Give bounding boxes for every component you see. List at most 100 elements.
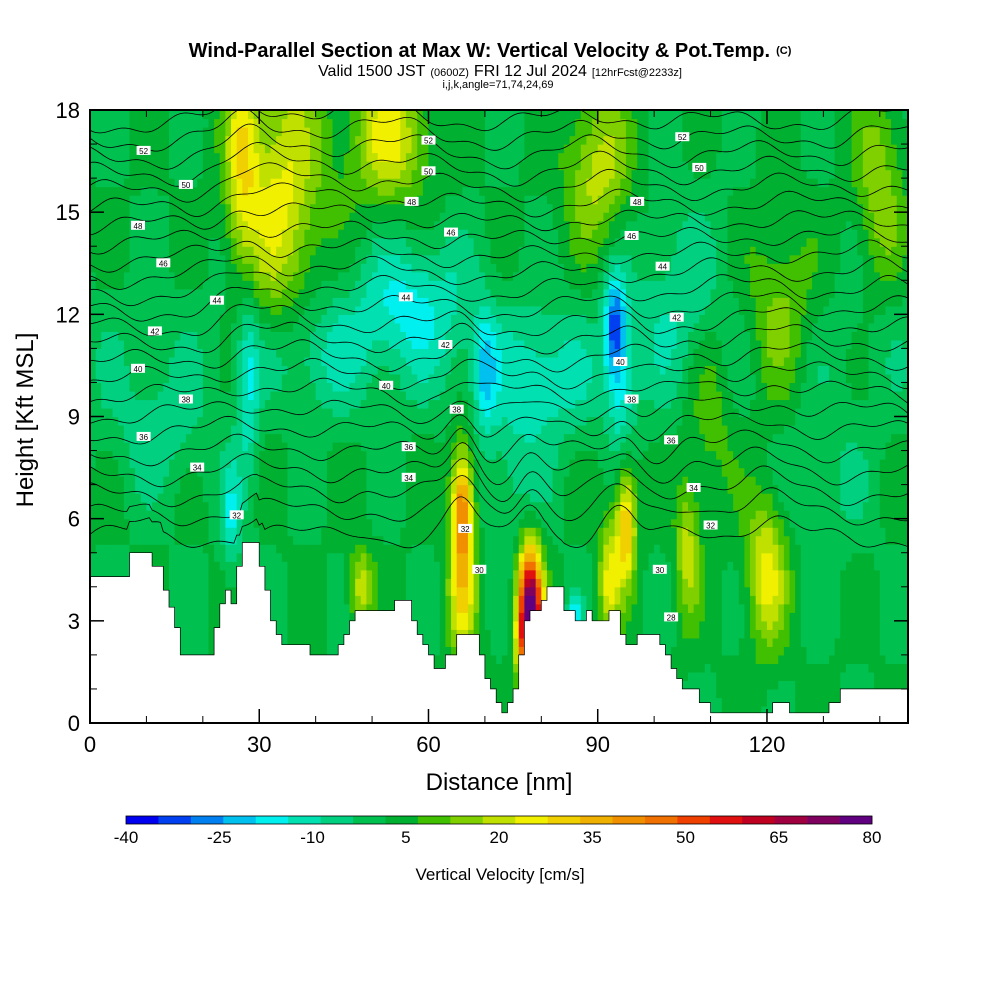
heatmap-cell: [95, 416, 102, 426]
heatmap-cell: [202, 399, 210, 409]
heatmap-cell: [332, 425, 339, 435]
heatmap-cell: [366, 297, 373, 307]
heatmap-cell: [434, 663, 441, 673]
heatmap-cell: [231, 348, 238, 358]
heatmap-cell: [202, 390, 210, 401]
heatmap-cell: [405, 586, 413, 596]
heatmap-cell: [349, 425, 356, 435]
heatmap-cell: [405, 373, 413, 384]
heatmap-cell: [281, 322, 289, 332]
heatmap-cell: [372, 399, 379, 409]
heatmap-cell: [366, 407, 373, 418]
heatmap-cell: [451, 510, 458, 520]
heatmap-cell: [388, 373, 396, 384]
heatmap-cell: [259, 195, 266, 205]
heatmap-cell: [197, 135, 204, 145]
heatmap-cell: [372, 459, 379, 469]
heatmap-cell: [383, 578, 390, 588]
heatmap-cell: [304, 399, 311, 409]
heatmap-cell: [400, 586, 407, 596]
heatmap-cell: [146, 527, 153, 537]
heatmap-cell: [163, 442, 170, 452]
heatmap-cell: [411, 501, 418, 511]
heatmap-cell: [231, 459, 238, 469]
heatmap-cell: [135, 127, 142, 137]
heatmap-cell: [332, 195, 339, 205]
heatmap-cell: [400, 578, 407, 588]
heatmap-cell: [219, 169, 226, 179]
heatmap-cell: [405, 501, 413, 511]
heatmap-cell: [281, 459, 289, 469]
heatmap-cell: [191, 331, 198, 341]
heatmap-cell: [315, 586, 322, 596]
heatmap-cell: [168, 518, 176, 528]
heatmap-cell: [462, 518, 469, 528]
heatmap-cell: [456, 144, 463, 154]
heatmap-cell: [417, 161, 424, 171]
heatmap-cell: [388, 527, 396, 537]
heatmap-cell: [439, 254, 447, 264]
heatmap-cell: [231, 297, 238, 307]
heatmap-cell: [214, 518, 221, 528]
heatmap-cell: [417, 416, 424, 426]
heatmap-cell: [185, 135, 193, 145]
heatmap-cell: [270, 399, 277, 409]
heatmap-cell: [293, 339, 300, 349]
heatmap-cell: [400, 127, 407, 137]
heatmap-cell: [434, 637, 441, 647]
heatmap-cell: [411, 305, 418, 315]
heatmap-cell: [473, 535, 480, 545]
heatmap-cell: [225, 178, 232, 188]
heatmap-cell: [225, 535, 232, 545]
heatmap-cell: [360, 476, 368, 486]
heatmap-cell: [264, 305, 272, 315]
heatmap-cell: [174, 510, 181, 520]
heatmap-cell: [123, 220, 131, 230]
heatmap-cell: [112, 518, 119, 528]
heatmap-cell: [400, 339, 407, 349]
heatmap-cell: [202, 612, 210, 622]
heatmap-cell: [276, 510, 283, 520]
heatmap-cell: [287, 399, 294, 409]
heatmap-cell: [439, 144, 447, 154]
heatmap-cell: [112, 169, 119, 179]
heatmap-cell: [202, 314, 210, 324]
heatmap-cell: [434, 442, 441, 452]
heatmap-cell: [236, 365, 243, 375]
heatmap-cell: [298, 442, 305, 452]
heatmap-cell: [208, 127, 215, 137]
heatmap-cell: [310, 195, 317, 205]
heatmap-cell: [428, 493, 435, 503]
heatmap-cell: [298, 280, 305, 290]
heatmap-cell: [428, 288, 435, 298]
heatmap-cell: [197, 186, 204, 196]
heatmap-cell: [231, 484, 238, 494]
heatmap-cell: [242, 322, 249, 332]
heatmap-cell: [101, 110, 108, 120]
heatmap-cell: [343, 339, 351, 349]
heatmap-cell: [231, 442, 238, 452]
heatmap-cell: [372, 169, 379, 179]
heatmap-cell: [293, 450, 300, 460]
heatmap-cell: [264, 561, 272, 571]
heatmap-cell: [405, 178, 413, 188]
heatmap-cell: [332, 212, 339, 222]
heatmap-cell: [473, 518, 480, 528]
heatmap-cell: [326, 348, 334, 358]
heatmap-cell: [315, 544, 322, 554]
heatmap-cell: [411, 586, 418, 596]
heatmap-cell: [338, 467, 345, 477]
heatmap-cell: [112, 476, 119, 486]
heatmap-cell: [394, 399, 401, 409]
heatmap-cell: [304, 450, 311, 460]
heatmap-cell: [202, 646, 210, 656]
heatmap-cell: [112, 407, 119, 418]
heatmap-cell: [310, 254, 317, 264]
heatmap-cell: [174, 314, 181, 324]
heatmap-cell: [202, 518, 210, 528]
heatmap-cell: [118, 331, 125, 341]
heatmap-cell: [197, 399, 204, 409]
heatmap-cell: [293, 254, 300, 264]
heatmap-cell: [293, 212, 300, 222]
heatmap-cell: [185, 535, 193, 545]
